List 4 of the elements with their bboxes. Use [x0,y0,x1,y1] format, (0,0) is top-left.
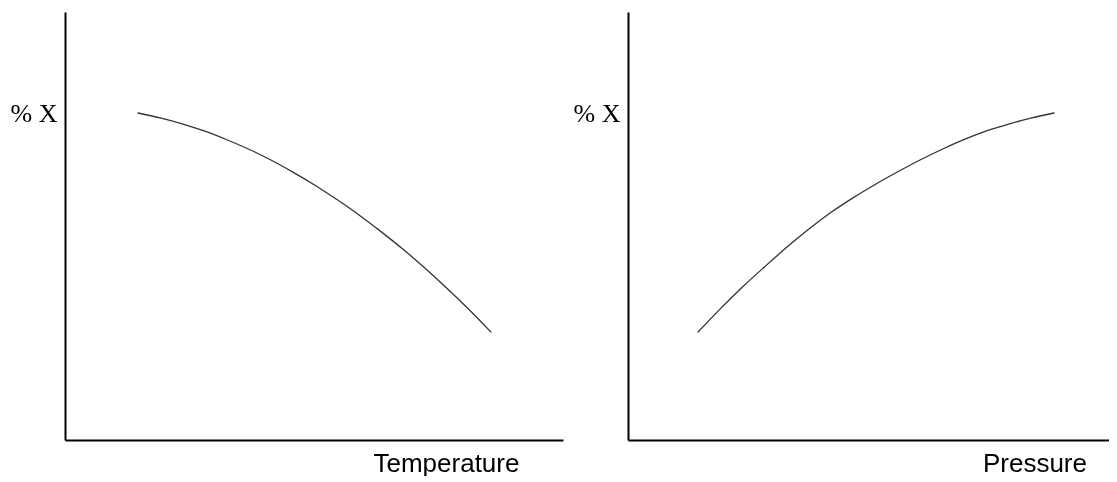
x-axis-title: Pressure [982,447,1087,478]
y-axis-title: % X [573,98,621,128]
x-axis-title: Temperature [373,447,520,478]
y-axis-title: % X [10,98,58,128]
